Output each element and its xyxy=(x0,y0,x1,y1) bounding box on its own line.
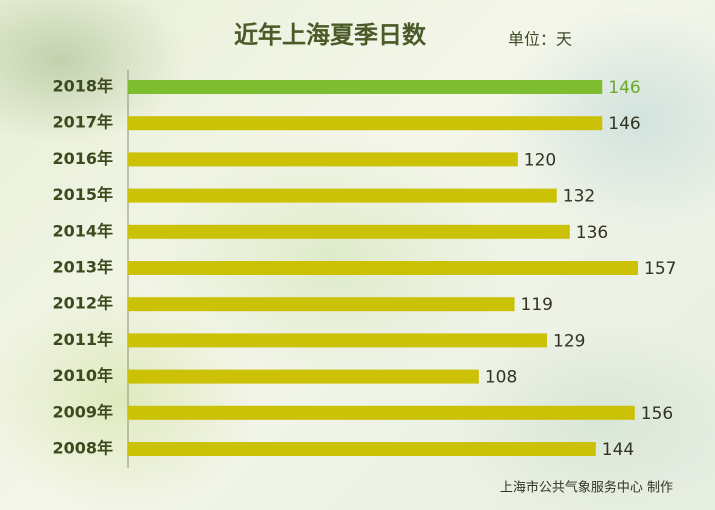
y-tick-label: 2013年 xyxy=(52,258,113,277)
y-tick-label: 2018年 xyxy=(52,77,113,96)
bar xyxy=(128,224,570,239)
value-label: 156 xyxy=(641,404,673,424)
y-tick-label: 2011年 xyxy=(52,330,113,349)
bar xyxy=(128,297,515,312)
source-note: 上海市公共气象服务中心 制作 xyxy=(500,480,673,496)
value-label: 120 xyxy=(524,150,556,170)
chart-title: 近年上海夏季日数 xyxy=(234,21,427,49)
y-tick-label: 2012年 xyxy=(52,294,113,313)
bar xyxy=(128,442,596,456)
value-label: 132 xyxy=(563,187,595,207)
bar xyxy=(128,80,603,94)
bar xyxy=(128,369,479,384)
y-tick-label: 2008年 xyxy=(52,439,113,458)
y-tick-label: 2015年 xyxy=(52,185,113,204)
y-tick-label: 2014年 xyxy=(52,221,113,240)
y-tick-label: 2017年 xyxy=(52,113,113,132)
value-label: 129 xyxy=(553,331,585,351)
bar xyxy=(128,188,557,203)
unit-label: 单位：天 xyxy=(508,30,572,49)
value-label: 136 xyxy=(576,223,608,243)
bar xyxy=(128,405,635,420)
value-label: 119 xyxy=(521,295,553,315)
bar xyxy=(128,333,548,348)
value-label: 146 xyxy=(608,78,640,98)
bar xyxy=(128,116,603,131)
value-label: 144 xyxy=(602,440,634,460)
y-tick-label: 2010年 xyxy=(52,366,113,385)
bar xyxy=(128,261,638,275)
y-tick-label: 2016年 xyxy=(52,149,113,168)
y-tick-label: 2009年 xyxy=(52,402,113,421)
value-label: 146 xyxy=(608,114,640,134)
value-label: 157 xyxy=(644,259,676,279)
value-label: 108 xyxy=(485,368,517,388)
bar xyxy=(128,152,518,167)
